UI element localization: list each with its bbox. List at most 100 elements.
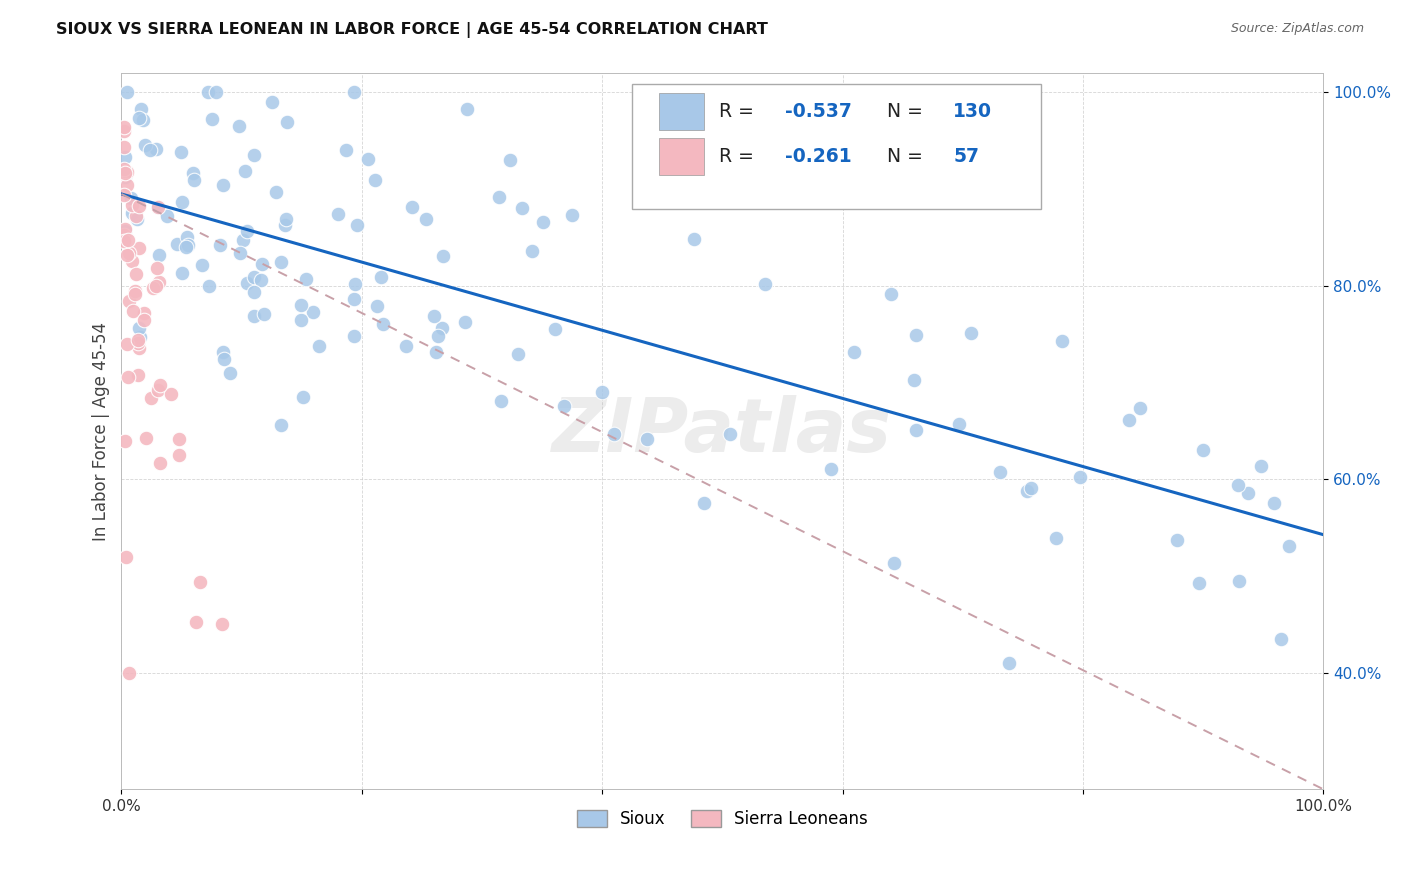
Point — [1118, 413, 1140, 427]
Point — [129, 330, 152, 344]
Point — [328, 206, 350, 220]
Point — [363, 172, 385, 186]
Point — [242, 270, 264, 285]
Point — [235, 277, 257, 291]
Y-axis label: In Labor Force | Age 45-54: In Labor Force | Age 45-54 — [93, 322, 110, 541]
Text: R =: R = — [718, 103, 754, 121]
Point — [167, 448, 190, 462]
Point — [1227, 574, 1250, 588]
Point — [125, 209, 148, 223]
Point — [120, 191, 142, 205]
Text: -0.261: -0.261 — [785, 147, 852, 166]
Point — [112, 167, 135, 181]
Point — [499, 153, 522, 167]
Point — [290, 313, 312, 327]
Legend: Sioux, Sierra Leoneans: Sioux, Sierra Leoneans — [571, 803, 875, 835]
Point — [454, 315, 477, 329]
Point — [146, 200, 169, 214]
Point — [249, 273, 271, 287]
Point — [118, 245, 141, 260]
Point — [183, 172, 205, 186]
Point — [1270, 632, 1292, 646]
Point — [260, 95, 283, 109]
Point — [145, 278, 167, 293]
Point — [1237, 485, 1260, 500]
Point — [112, 227, 135, 242]
Point — [236, 224, 259, 238]
Point — [1050, 334, 1073, 348]
Point — [343, 292, 366, 306]
Point — [842, 345, 865, 359]
Point — [510, 201, 533, 215]
Point — [960, 326, 983, 340]
Point — [754, 277, 776, 291]
Point — [115, 549, 138, 564]
Point — [427, 329, 450, 343]
Point — [190, 575, 212, 590]
Point — [820, 462, 842, 476]
Point — [1191, 443, 1213, 458]
Point — [132, 312, 155, 326]
Point — [219, 366, 242, 380]
Point — [233, 164, 256, 178]
Point — [112, 140, 135, 154]
Point — [127, 368, 149, 383]
Point — [148, 247, 170, 261]
Point — [346, 218, 368, 232]
Point — [488, 190, 510, 204]
Point — [295, 272, 318, 286]
Point — [1045, 531, 1067, 545]
Point — [415, 211, 437, 226]
Point — [115, 165, 138, 179]
Point — [344, 277, 367, 291]
Point — [211, 616, 233, 631]
Point — [243, 285, 266, 299]
Point — [1188, 576, 1211, 591]
Point — [170, 195, 193, 210]
Point — [228, 120, 250, 134]
FancyBboxPatch shape — [658, 93, 704, 130]
Point — [1278, 539, 1301, 553]
Point — [115, 248, 138, 262]
Point — [148, 275, 170, 289]
Point — [146, 261, 169, 276]
Point — [124, 287, 146, 301]
Point — [172, 267, 194, 281]
Point — [432, 321, 454, 335]
Point — [903, 373, 925, 387]
Point — [114, 434, 136, 448]
Point — [121, 198, 143, 212]
Text: -0.537: -0.537 — [785, 103, 852, 121]
Point — [489, 394, 512, 409]
Point — [114, 169, 136, 184]
Point — [423, 309, 446, 323]
Point — [114, 224, 136, 238]
Point — [139, 143, 162, 157]
Text: N =: N = — [887, 103, 922, 121]
Point — [121, 206, 143, 220]
Text: 130: 130 — [953, 103, 993, 121]
Point — [948, 417, 970, 431]
Point — [243, 148, 266, 162]
Point — [370, 269, 392, 284]
Point — [1129, 401, 1152, 415]
Point — [531, 215, 554, 229]
Point — [112, 188, 135, 202]
Point — [291, 390, 314, 404]
Point — [904, 423, 927, 437]
Point — [167, 432, 190, 446]
Point — [149, 378, 172, 392]
Point — [127, 333, 149, 347]
Point — [456, 102, 478, 116]
Point — [125, 267, 148, 281]
Point — [401, 200, 423, 214]
Point — [373, 317, 395, 331]
Point — [128, 111, 150, 125]
Point — [115, 178, 138, 192]
Text: Source: ZipAtlas.com: Source: ZipAtlas.com — [1230, 22, 1364, 36]
Point — [1250, 458, 1272, 473]
Point — [184, 615, 207, 629]
Point — [276, 115, 298, 129]
Point — [229, 245, 252, 260]
Point — [177, 238, 200, 252]
